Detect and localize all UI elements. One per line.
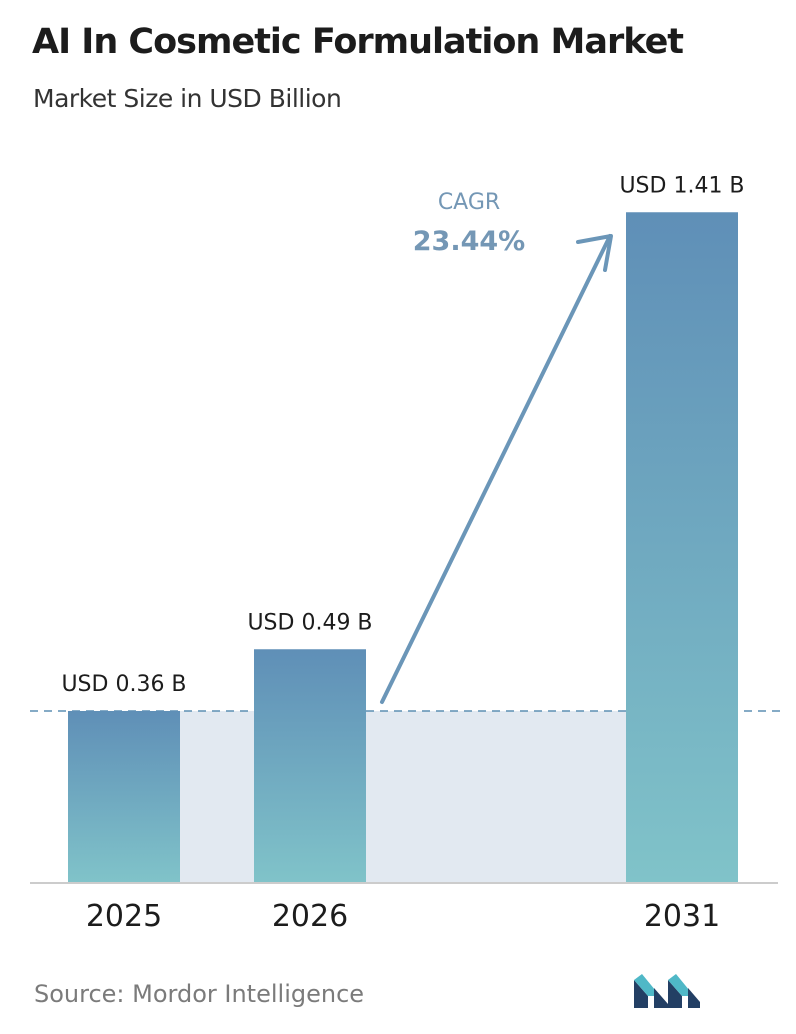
x-tick-label-2026: 2026 [272,899,348,934]
bar-2025 [68,711,180,882]
value-label-2031: USD 1.41 B [619,173,744,198]
cagr-value: 23.44% [413,226,525,257]
value-label-2026: USD 0.49 B [247,610,372,635]
value-label-2025: USD 0.36 B [61,672,186,697]
cagr-label: CAGR [438,190,500,215]
x-tick-label-2031: 2031 [644,899,720,934]
source-note: Source: Mordor Intelligence [34,980,365,1008]
bar-2031 [626,212,738,882]
bar-chart: USD 0.36 B USD 0.49 B USD 1.41 B 2025 2026 2… [30,173,780,934]
chart-title: AI In Cosmetic Formulation Market [32,22,684,62]
mordor-intelligence-logo-icon [634,974,700,1008]
cagr-arrow-line [380,234,612,704]
cagr-arrow-head-icon [576,234,613,272]
bar-2026 [254,649,366,882]
x-tick-label-2025: 2025 [86,899,162,934]
chart-subtitle: Market Size in USD Billion [33,84,342,113]
